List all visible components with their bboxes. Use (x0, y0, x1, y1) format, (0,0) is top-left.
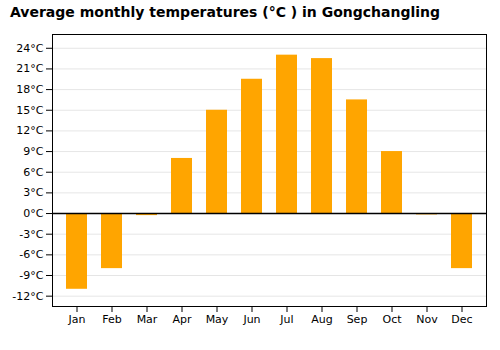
svg-text:Oct: Oct (382, 313, 402, 326)
svg-text:0°C: 0°C (23, 207, 43, 220)
svg-text:15°C: 15°C (16, 104, 43, 117)
svg-text:Nov: Nov (416, 313, 438, 326)
svg-text:-12°C: -12°C (12, 290, 43, 303)
svg-text:Jan: Jan (68, 313, 86, 326)
svg-text:Mar: Mar (137, 313, 158, 326)
svg-text:-9°C: -9°C (19, 269, 43, 282)
svg-text:9°C: 9°C (23, 145, 43, 158)
svg-text:Sep: Sep (347, 313, 368, 326)
svg-text:24°C: 24°C (16, 42, 43, 55)
svg-text:-3°C: -3°C (19, 228, 43, 241)
svg-text:Apr: Apr (172, 313, 192, 326)
svg-text:May: May (206, 313, 229, 326)
svg-text:18°C: 18°C (16, 83, 43, 96)
svg-text:12°C: 12°C (16, 124, 43, 137)
svg-text:Feb: Feb (102, 313, 121, 326)
svg-text:3°C: 3°C (23, 186, 43, 199)
svg-text:21°C: 21°C (16, 62, 43, 75)
svg-text:Aug: Aug (311, 313, 332, 326)
html-text:Average monthly temperatures (: Average monthly temperatures (°C ) in Go… (10, 4, 441, 20)
svg-text:-6°C: -6°C (19, 248, 43, 261)
svg-text:Dec: Dec (451, 313, 472, 326)
svg-text:Jul: Jul (279, 313, 293, 326)
svg-text:6°C: 6°C (23, 166, 43, 179)
svg-text:Jun: Jun (242, 313, 260, 326)
